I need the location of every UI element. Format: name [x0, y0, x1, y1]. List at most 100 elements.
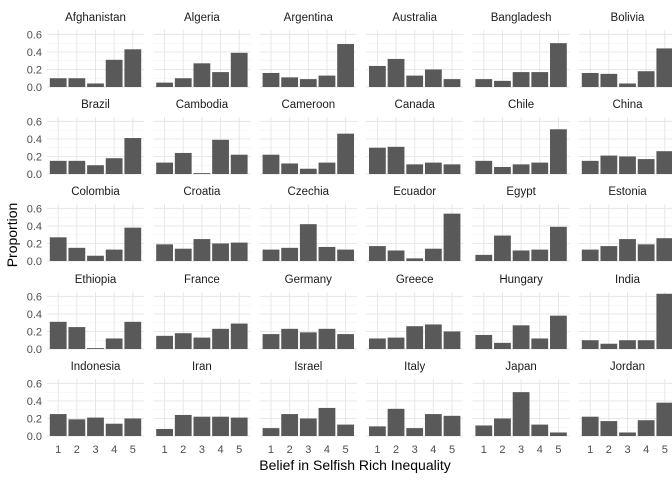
bar [475, 334, 493, 349]
bar [512, 164, 530, 174]
bar [443, 331, 461, 349]
bar [424, 324, 442, 349]
bar [387, 250, 405, 261]
facet-title: Bangladesh [491, 12, 552, 24]
bar [550, 43, 567, 87]
x-axis-title: Belief in Selfish Rich Inequality [259, 457, 450, 473]
bar [193, 337, 211, 349]
bar [475, 79, 493, 87]
bar [406, 428, 424, 436]
x-tick-label: 1 [374, 444, 380, 456]
bar [512, 325, 530, 349]
x-tick-label: 3 [518, 444, 524, 456]
bar [105, 158, 123, 174]
bar [550, 432, 567, 436]
y-tick-label: 0.0 [27, 256, 42, 268]
bar [124, 418, 142, 436]
bar [531, 424, 549, 436]
bar [299, 224, 317, 261]
bar [281, 328, 299, 349]
bar [174, 78, 192, 87]
bar [424, 69, 442, 87]
x-tick-label: 4 [643, 444, 649, 456]
bar [637, 420, 655, 436]
bar [124, 227, 142, 261]
bar [156, 82, 173, 87]
bar [299, 168, 317, 174]
facet-panel: China [579, 99, 672, 175]
x-tick-label: 1 [481, 444, 487, 456]
bar [68, 327, 86, 349]
bar [318, 407, 336, 436]
bar [406, 75, 424, 87]
bar [531, 72, 549, 87]
facet-title: Egypt [506, 186, 536, 198]
x-tick-label: 4 [430, 444, 436, 456]
y-tick-label: 0.0 [27, 431, 42, 443]
bar [581, 72, 599, 87]
bar [443, 164, 461, 174]
bar [174, 248, 192, 261]
bar [475, 425, 493, 436]
bar [281, 77, 299, 87]
facet-title: Indonesia [71, 361, 121, 373]
facet-title: Algeria [184, 12, 220, 24]
x-tick-label: 5 [662, 444, 668, 456]
y-tick-label: 0.6 [27, 378, 42, 390]
bar [124, 49, 142, 87]
x-tick-label: 4 [111, 444, 117, 456]
bar [656, 48, 672, 87]
bar [156, 162, 173, 174]
bar [531, 162, 549, 174]
bar [637, 340, 655, 349]
y-tick-label: 0.6 [27, 29, 42, 41]
bar [619, 432, 636, 436]
x-tick-label: 5 [130, 444, 136, 456]
bar [443, 213, 461, 261]
bar [68, 78, 86, 87]
bar [193, 416, 211, 436]
bar [230, 154, 248, 174]
bar [512, 72, 530, 87]
x-tick-label: 2 [499, 444, 505, 456]
facet-panel: Ethiopia 0.0 0.2 0.4 0.6 [27, 274, 144, 356]
facet-panel: Chile [472, 99, 570, 175]
bar [494, 166, 511, 174]
bar [318, 328, 336, 349]
bar [124, 138, 142, 174]
bar [406, 326, 424, 349]
facet-panel: Ecuador [366, 186, 464, 262]
bar [637, 244, 655, 261]
bar [156, 428, 173, 436]
x-tick-label: 1 [55, 444, 61, 456]
bar [87, 417, 104, 436]
x-tick-label: 5 [236, 444, 242, 456]
bar [337, 44, 355, 87]
bar [105, 338, 123, 349]
y-tick-label: 0.4 [27, 134, 42, 146]
facet-panel: Canada [366, 99, 464, 175]
facet-panel: Germany [259, 274, 357, 350]
bar [281, 247, 299, 261]
facet-title: Ecuador [393, 186, 436, 198]
bar [387, 58, 405, 87]
y-tick-label: 0.4 [27, 47, 42, 59]
bar [262, 249, 280, 261]
bar [443, 415, 461, 436]
y-axis-title: Proportion [4, 203, 20, 268]
bar [299, 418, 317, 436]
y-tick-label: 0.6 [27, 116, 42, 128]
x-tick-label: 4 [217, 444, 223, 456]
x-tick-label: 1 [162, 444, 168, 456]
bar [368, 338, 386, 349]
bar [656, 151, 672, 174]
facet-panel: Estonia [579, 186, 672, 262]
bar [600, 73, 618, 87]
bar [49, 414, 67, 436]
bar [337, 249, 355, 261]
bar [368, 246, 386, 261]
facet-panel: Greece [366, 274, 464, 350]
bar [281, 414, 299, 436]
